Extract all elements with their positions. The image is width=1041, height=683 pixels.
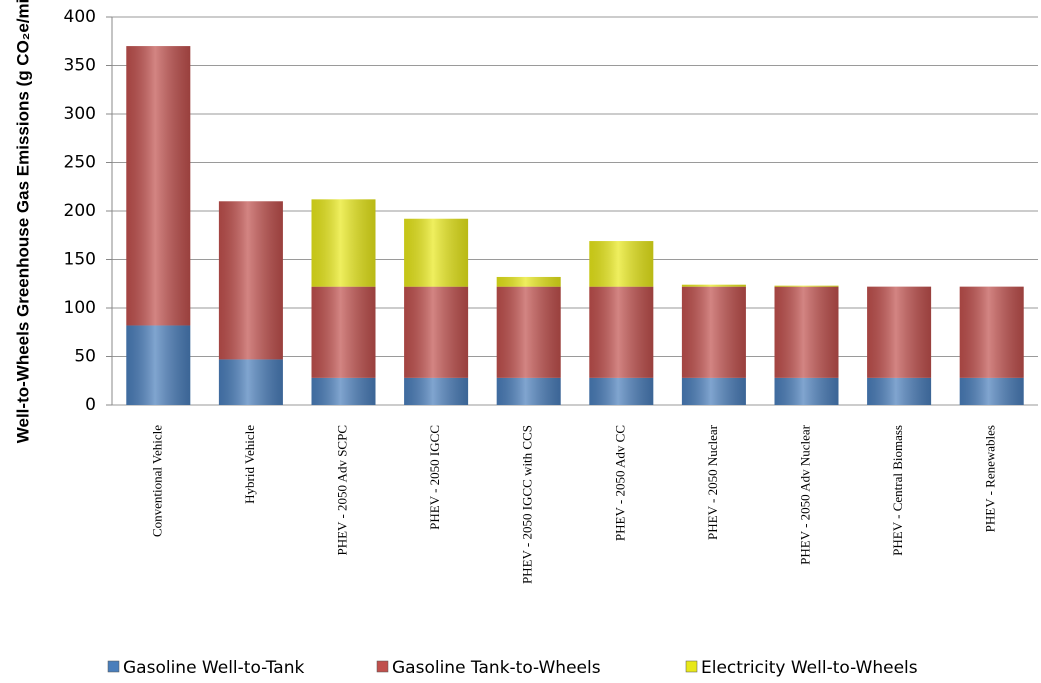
y-tick-label: 400	[64, 7, 96, 27]
y-axis-title: Well-to-Wheels Greenhouse Gas Emissions …	[13, 0, 32, 443]
x-tick-label: PHEV - 2050 Adv Nuclear	[797, 424, 812, 565]
x-tick-label: PHEV - 2050 Nuclear	[705, 424, 720, 540]
bar-shine	[404, 377, 469, 405]
bar-shine	[589, 241, 654, 287]
bar-shine	[311, 286, 376, 378]
y-tick-label: 200	[64, 201, 96, 221]
legend-swatch	[685, 660, 698, 673]
bar-shine	[867, 286, 932, 378]
bar-shine	[959, 377, 1024, 405]
bar-shine	[589, 286, 654, 378]
bar-shine	[404, 218, 469, 287]
y-tick-label: 150	[64, 250, 96, 270]
bar-shine	[126, 325, 191, 405]
bar-shine	[681, 377, 746, 405]
x-tick-label: PHEV - Renewables	[983, 425, 998, 532]
y-tick-label: 100	[64, 298, 96, 318]
bar-shine	[496, 276, 561, 287]
x-tick-label: PHEV - 2050 Adv CC	[612, 425, 627, 541]
bar-shine	[774, 377, 839, 405]
bar-shine	[218, 359, 283, 405]
bar-shine	[959, 286, 1024, 378]
x-tick-label: Hybrid Vehicle	[242, 425, 257, 504]
x-tick-label: Conventional Vehicle	[149, 425, 164, 537]
plot-area: 0 50 100 150 200 250 300 350 400 Conventional Veh…	[64, 7, 1038, 678]
legend-swatch	[376, 660, 389, 673]
bar-shine	[126, 46, 191, 326]
x-tick-label: PHEV - 2050 IGCC	[427, 425, 442, 530]
y-tick-label: 0	[85, 395, 96, 415]
bar-shine	[867, 377, 932, 405]
bar-shine	[774, 285, 839, 287]
y-tick-label: 50	[74, 347, 96, 367]
bar-shine	[311, 377, 376, 405]
bar-shine	[218, 201, 283, 360]
legend-label: Gasoline Tank-to-Wheels	[392, 658, 601, 678]
x-tick-label: PHEV - 2050 Adv SCPC	[334, 425, 349, 556]
bar-shine	[496, 286, 561, 378]
bar-shine	[589, 377, 654, 405]
legend-label: Electricity Well-to-Wheels	[701, 658, 918, 678]
x-tick-label: PHEV - 2050 IGCC with CCS	[520, 425, 535, 584]
y-tick-label: 350	[64, 56, 96, 76]
x-tick-label: PHEV - Central Biomass	[890, 425, 905, 556]
bar-shine	[311, 199, 376, 287]
legend-swatch	[107, 660, 120, 673]
bar-shine	[774, 286, 839, 378]
bar-shine	[404, 286, 469, 378]
bar-shine	[681, 284, 746, 287]
y-tick-label: 300	[64, 104, 96, 124]
legend-label: Gasoline Well-to-Tank	[123, 658, 305, 678]
y-tick-label: 250	[64, 153, 96, 173]
bar-shine	[681, 286, 746, 378]
bar-shine	[496, 377, 561, 405]
